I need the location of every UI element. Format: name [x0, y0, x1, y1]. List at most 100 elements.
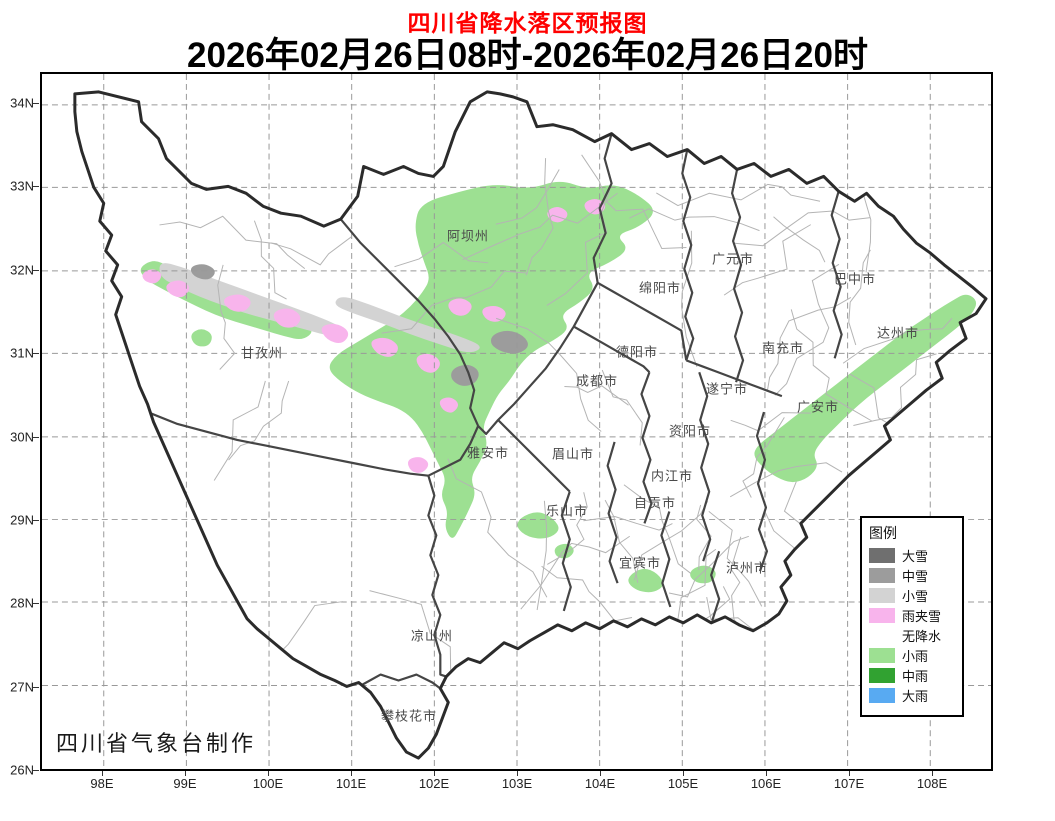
- city-label: 乐山市: [545, 503, 589, 519]
- city-label: 遂宁市: [705, 381, 749, 397]
- lon-tick-mark: [932, 771, 933, 776]
- province-outline: [73, 90, 988, 760]
- lat-tick-mark: [33, 103, 39, 104]
- lon-tick-label: 104E: [584, 776, 616, 791]
- city-label: 眉山市: [551, 446, 595, 462]
- city-label: 宜宾市: [618, 555, 662, 571]
- precipitation-patches: [140, 181, 977, 593]
- lon-tick-mark: [268, 771, 269, 776]
- legend-label: 无降水: [902, 629, 942, 644]
- city-label: 内江市: [650, 468, 694, 484]
- light-rain-swatch: [869, 648, 895, 663]
- legend-item: 中雨: [869, 668, 955, 684]
- patch-light-snow: [335, 297, 480, 353]
- lon-tick-label: 101E: [335, 776, 367, 791]
- heavy-snow-swatch: [869, 548, 895, 563]
- lon-tick-mark: [683, 771, 684, 776]
- legend-item: 无降水: [869, 628, 955, 644]
- patch-sleet: [142, 269, 162, 284]
- legend: 图例 大雪中雪小雪雨夹雪无降水小雨中雨大雨: [860, 516, 964, 717]
- city-label: 广安市: [796, 399, 840, 415]
- city-label: 绵阳市: [638, 280, 682, 296]
- lat-tick-mark: [33, 437, 39, 438]
- city-label: 凉山州: [410, 628, 454, 644]
- lon-tick-label: 103E: [501, 776, 533, 791]
- lat-tick-label: 32N: [10, 262, 34, 278]
- city-label: 甘孜州: [240, 345, 284, 361]
- patch-sleet: [321, 323, 349, 343]
- lon-tick-mark: [102, 771, 103, 776]
- city-label: 广元市: [711, 251, 755, 267]
- city-label: 巴中市: [833, 271, 877, 287]
- prefecture-boundaries: [147, 133, 843, 690]
- lat-tick-label: 33N: [10, 178, 34, 194]
- legend-item: 雨夹雪: [869, 608, 955, 624]
- lon-tick-mark: [600, 771, 601, 776]
- lon-tick-label: 99E: [173, 776, 197, 791]
- legend-label: 雨夹雪: [902, 609, 942, 624]
- city-label: 泸州市: [725, 560, 769, 576]
- patch-mid-snow: [490, 330, 528, 354]
- lat-tick-mark: [33, 353, 39, 354]
- city-label: 阿坝州: [446, 228, 490, 244]
- lon-tick-label: 107E: [833, 776, 865, 791]
- lon-tick-mark: [766, 771, 767, 776]
- patch-sleet: [371, 337, 398, 357]
- legend-label: 中雨: [902, 669, 929, 684]
- city-label: 资阳市: [668, 423, 712, 439]
- legend-label: 中雪: [902, 569, 929, 584]
- lon-tick-mark: [185, 771, 186, 776]
- lon-tick-mark: [849, 771, 850, 776]
- legend-items: 大雪中雪小雪雨夹雪无降水小雨中雨大雨: [869, 548, 955, 704]
- lat-tick-label: 29N: [10, 512, 34, 528]
- legend-label: 小雪: [902, 589, 929, 604]
- city-label: 自贡市: [633, 495, 677, 511]
- patch-sleet: [224, 294, 251, 312]
- legend-item: 中雪: [869, 568, 955, 584]
- patch-light-rain: [517, 512, 559, 539]
- light-snow-swatch: [869, 588, 895, 603]
- sleet-swatch: [869, 608, 895, 623]
- city-label: 雅安市: [466, 445, 510, 461]
- lat-tick-mark: [33, 186, 39, 187]
- lat-tick-label: 28N: [10, 595, 34, 611]
- heavy-rain-swatch: [869, 688, 895, 703]
- map-canvas: [42, 74, 991, 769]
- legend-label: 小雨: [902, 649, 929, 664]
- patch-sleet: [408, 457, 429, 473]
- legend-label: 大雨: [902, 689, 929, 704]
- patch-sleet: [166, 280, 189, 298]
- mid-snow-swatch: [869, 568, 895, 583]
- patch-light-rain: [191, 329, 212, 347]
- lon-tick-label: 105E: [667, 776, 699, 791]
- lat-tick-mark: [33, 270, 39, 271]
- city-label: 达州市: [876, 325, 920, 341]
- lat-tick-label: 27N: [10, 679, 34, 695]
- city-label: 德阳市: [615, 344, 659, 360]
- lat-tick-mark: [33, 520, 39, 521]
- legend-item: 小雨: [869, 648, 955, 664]
- lon-tick-label: 108E: [916, 776, 948, 791]
- patch-mid-snow: [190, 264, 215, 280]
- none-swatch: [869, 628, 895, 643]
- legend-label: 大雪: [902, 549, 929, 564]
- lat-tick-mark: [33, 687, 39, 688]
- lat-tick-label: 31N: [10, 345, 34, 361]
- patch-light-rain: [690, 565, 716, 584]
- patch-sleet: [448, 298, 472, 316]
- legend-item: 大雨: [869, 688, 955, 704]
- forecast-period: 2026年02月26日08时-2026年02月26日20时: [187, 36, 868, 75]
- city-label: 南充市: [761, 340, 805, 356]
- patch-sleet: [482, 305, 506, 322]
- mid-rain-swatch: [869, 668, 895, 683]
- patch-sleet: [439, 397, 459, 413]
- lon-tick-mark: [434, 771, 435, 776]
- lat-tick-label: 30N: [10, 429, 34, 445]
- map-frame: 图例 大雪中雪小雪雨夹雪无降水小雨中雨大雨 四川省气象台制作 阿坝州广元市巴中市…: [40, 72, 993, 771]
- lat-tick-mark: [33, 770, 39, 771]
- lon-tick-label: 100E: [252, 776, 284, 791]
- lon-tick-mark: [351, 771, 352, 776]
- legend-title: 图例: [869, 525, 897, 541]
- credit-text: 四川省气象台制作: [56, 731, 257, 756]
